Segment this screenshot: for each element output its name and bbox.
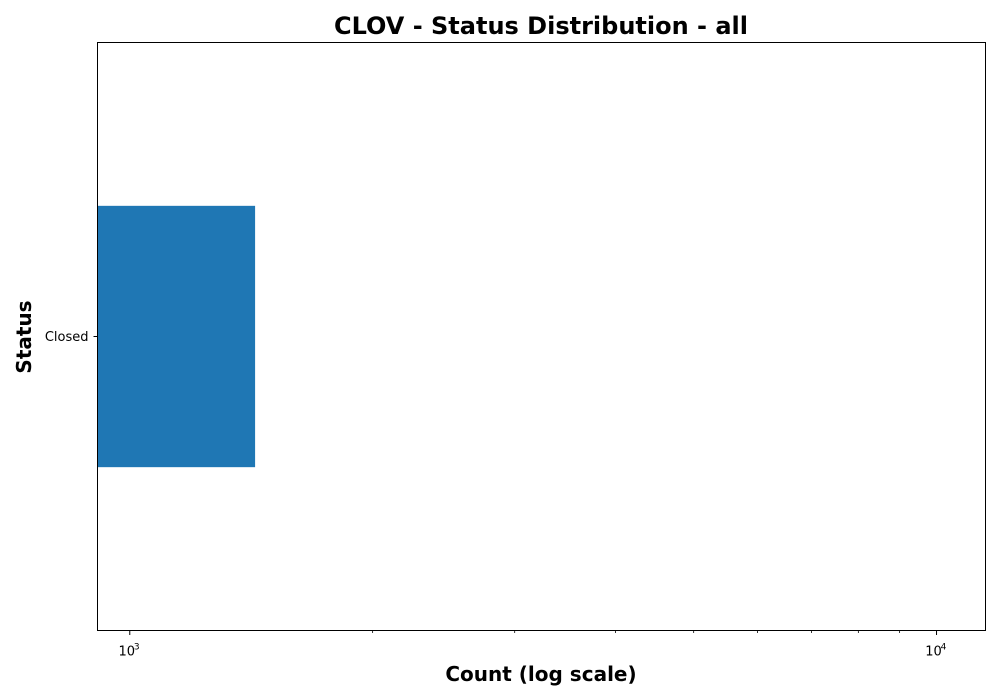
x-tick-label: 103	[119, 643, 140, 660]
x-axis-label: Count (log scale)	[445, 662, 636, 686]
x-axis-ticks: 103 104	[119, 630, 947, 660]
y-axis-label: Status	[12, 300, 36, 373]
x-tick-base: 10	[925, 645, 942, 660]
chart-title: CLOV - Status Distribution - all	[334, 12, 748, 40]
y-axis-ticks: Closed	[45, 330, 98, 345]
x-tick-base: 10	[119, 645, 136, 660]
y-tick-label: Closed	[45, 330, 89, 345]
plot-area	[97, 42, 986, 631]
x-tick-label: 104	[925, 643, 946, 660]
x-tick-exponent: 4	[941, 643, 947, 653]
bar-closed	[97, 205, 256, 468]
x-tick-exponent: 3	[134, 643, 140, 653]
bars-group	[97, 205, 256, 468]
